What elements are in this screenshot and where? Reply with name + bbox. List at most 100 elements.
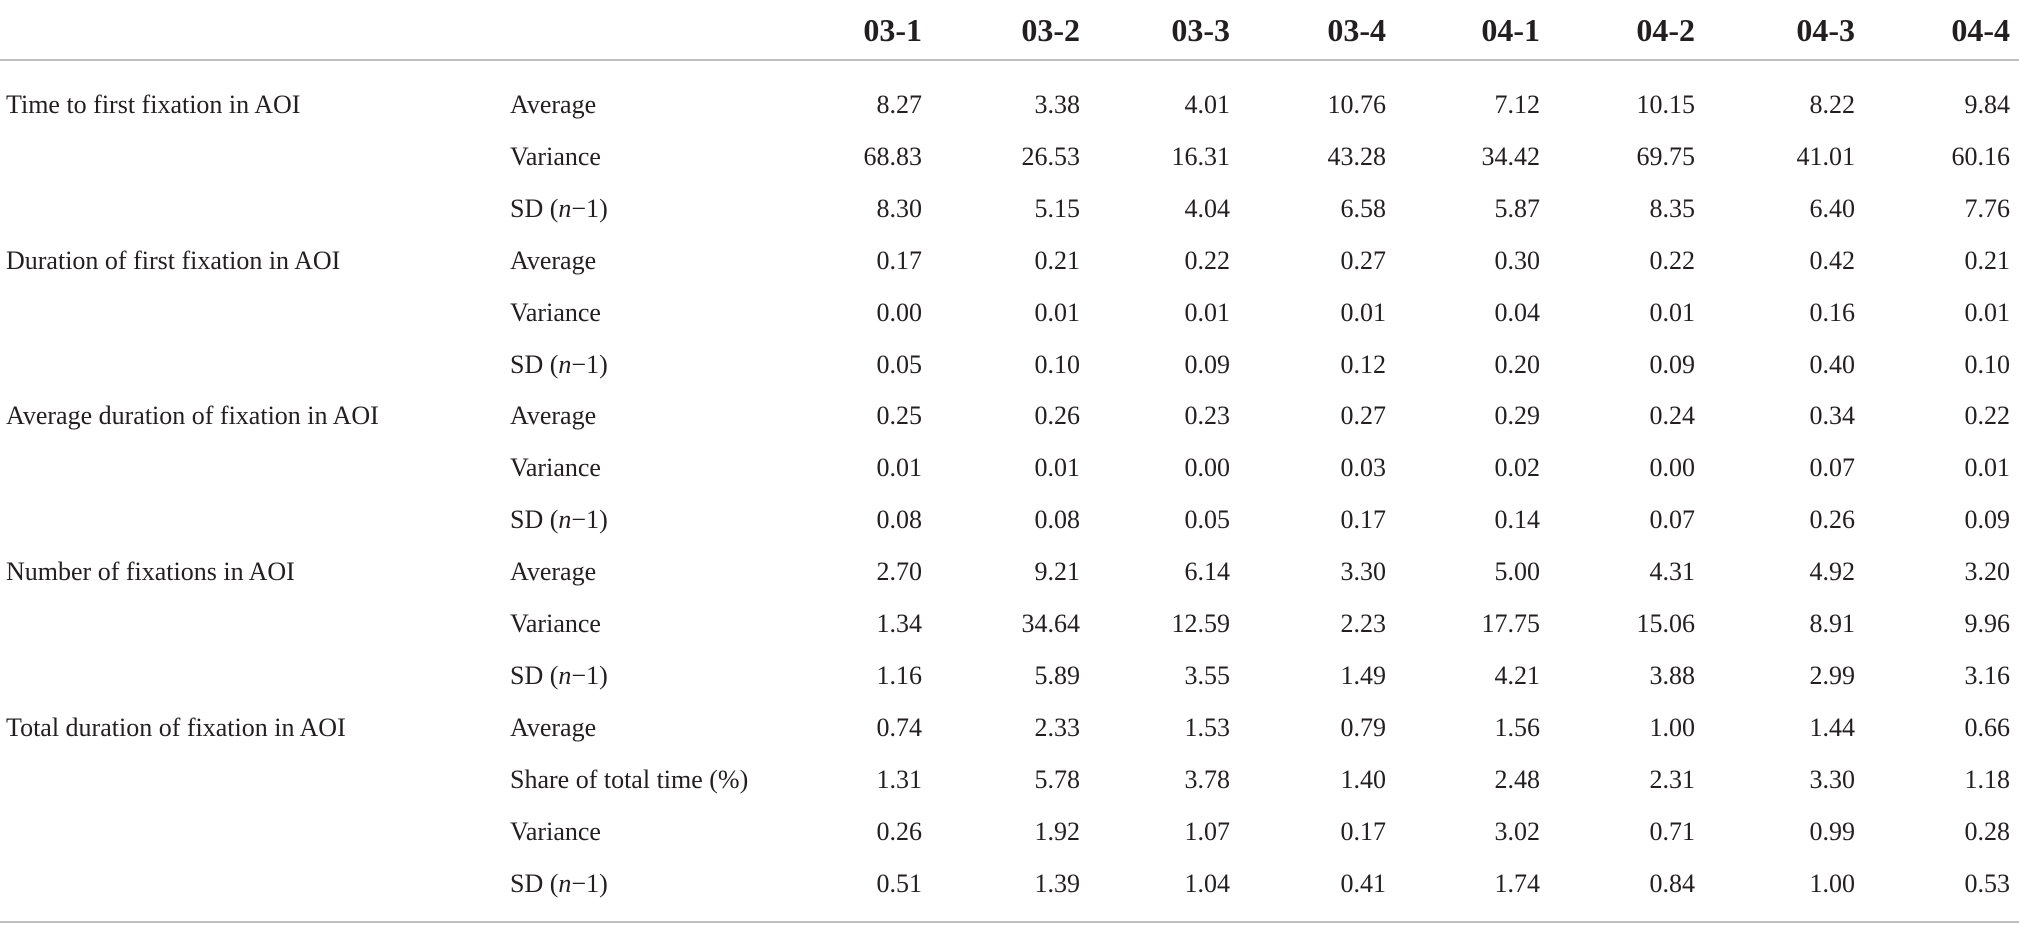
table-cell: 1.49: [1340, 660, 1387, 690]
row-stat-label: Average: [510, 401, 597, 431]
table-cell: 8.27: [876, 90, 923, 119]
table-cell: 1.18: [1964, 764, 2011, 794]
table-cell: 1.16: [876, 660, 923, 690]
table-cell: 0.03: [1340, 453, 1387, 483]
table-cell: 2.48: [1494, 764, 1541, 794]
table-cell: 8.22: [1809, 90, 1856, 119]
row-stat-label: Variance: [510, 141, 601, 171]
table-cell: 3.20: [1964, 557, 2011, 587]
table-cell: 0.20: [1494, 349, 1541, 379]
table-cell: 5.78: [1034, 764, 1081, 794]
table-cell: 12.59: [1171, 609, 1231, 638]
table-row: Variance 0.00 0.01 0.01 0.01 0.04 0.01 0.16 0.01: [0, 287, 2019, 339]
table-cell: 0.21: [1964, 245, 2011, 275]
table-cell: 3.30: [1340, 557, 1387, 587]
table-cell: 10.15: [1636, 90, 1696, 119]
row-stat-label: Variance: [510, 453, 601, 483]
table-row: SD (n−1) 0.08 0.08 0.05 0.17 0.14 0.07 0.26 0.09: [0, 494, 2019, 546]
column-header-04-3: 04-3: [1796, 12, 1855, 48]
table-cell: 1.40: [1340, 764, 1387, 794]
table-cell: 0.30: [1494, 245, 1541, 275]
table-cell: 4.31: [1649, 557, 1696, 587]
table-cell: 1.31: [876, 764, 923, 794]
table-cell: 3.16: [1964, 660, 2011, 690]
table-cell: 7.76: [1964, 193, 2011, 223]
table-cell: 5.00: [1494, 557, 1541, 587]
row-stat-label: Average: [510, 90, 597, 119]
table-cell: 1.39: [1034, 868, 1081, 898]
table-cell: 4.21: [1494, 660, 1541, 690]
table-cell: 3.38: [1034, 90, 1081, 119]
table-cell: 0.74: [876, 712, 923, 742]
table-cell: 10.76: [1327, 90, 1387, 119]
table-cell: 0.22: [1964, 401, 2011, 431]
header-rule: [0, 59, 2019, 61]
table-cell: 0.07: [1809, 453, 1856, 483]
table-cell: 0.21: [1034, 245, 1081, 275]
table-cell: 8.30: [876, 193, 923, 223]
table-cell: 2.31: [1649, 764, 1696, 794]
row-metric-label: Duration of first fixation in AOI: [6, 245, 341, 275]
table-cell: 0.01: [876, 453, 923, 483]
bottom-rule: [0, 921, 2019, 923]
table-row: Variance 0.26 1.92 1.07 0.17 3.02 0.71 0.99 0.28: [0, 806, 2019, 858]
table-cell: 1.92: [1034, 816, 1081, 846]
table-cell: 0.42: [1809, 245, 1856, 275]
table-cell: 0.51: [876, 868, 923, 898]
table-cell: 1.74: [1494, 868, 1541, 898]
table-row: SD (n−1) 0.51 1.39 1.04 0.41 1.74 0.84 1.00 0.53: [0, 858, 2019, 910]
table-cell: 6.14: [1184, 557, 1231, 587]
table-cell: 1.44: [1809, 712, 1856, 742]
table-cell: 16.31: [1171, 141, 1231, 171]
table-cell: 2.70: [876, 557, 923, 587]
table-cell: 0.22: [1184, 245, 1231, 275]
table-cell: 15.06: [1636, 609, 1696, 638]
table-cell: 9.96: [1964, 609, 2011, 638]
row-stat-label: Variance: [510, 297, 601, 327]
table-cell: 6.58: [1340, 193, 1387, 223]
table-cell: 5.15: [1034, 193, 1081, 223]
table-cell: 0.79: [1340, 712, 1387, 742]
table-cell: 60.16: [1951, 141, 2011, 171]
row-stat-label: Share of total time (%): [510, 764, 749, 794]
column-header-03-2: 03-2: [1021, 12, 1080, 48]
table-cell: 2.23: [1340, 609, 1387, 638]
table-cell: 1.04: [1184, 868, 1231, 898]
table-cell: 0.02: [1494, 453, 1541, 483]
table-cell: 0.01: [1649, 297, 1696, 327]
table-cell: 0.00: [1649, 453, 1696, 483]
table-cell: 34.42: [1481, 141, 1541, 171]
table-cell: 0.22: [1649, 245, 1696, 275]
table-cell: 0.41: [1340, 868, 1387, 898]
table-cell: 2.99: [1809, 660, 1856, 690]
table-cell: 0.17: [876, 245, 923, 275]
table-cell: 0.26: [1034, 401, 1081, 431]
table-cell: 0.05: [1184, 505, 1231, 535]
table-cell: 0.71: [1649, 816, 1696, 846]
table-cell: 69.75: [1636, 141, 1696, 171]
table-cell: 0.53: [1964, 868, 2011, 898]
table-row: Duration of first fixation in AOI Average…: [0, 235, 2019, 287]
column-header-03-1: 03-1: [863, 12, 922, 48]
table-cell: 0.00: [876, 297, 923, 327]
table-row: Number of fixations in AOI Average 2.70 9.2…: [0, 546, 2019, 598]
table-row: Time to first fixation in AOI Average 8.27…: [0, 79, 2019, 131]
table-cell: 26.53: [1021, 141, 1081, 171]
table-cell: 0.08: [876, 505, 923, 535]
table-cell: 0.29: [1494, 401, 1541, 431]
table-cell: 0.17: [1340, 816, 1387, 846]
table-cell: 3.30: [1809, 764, 1856, 794]
row-metric-label: Number of fixations in AOI: [6, 557, 295, 587]
row-stat-label: SD (n−1): [510, 868, 608, 898]
table-cell: 0.01: [1964, 297, 2011, 327]
table-cell: 2.33: [1034, 712, 1081, 742]
table-cell: 0.08: [1034, 505, 1081, 535]
row-metric-label: Time to first fixation in AOI: [6, 90, 301, 119]
table-cell: 0.09: [1649, 349, 1696, 379]
table-cell: 1.07: [1184, 816, 1231, 846]
table-cell: 0.99: [1809, 816, 1856, 846]
table-cell: 0.66: [1964, 712, 2011, 742]
table-row: Variance 0.01 0.01 0.00 0.03 0.02 0.00 0.07 0.01: [0, 442, 2019, 494]
column-header-04-1: 04-1: [1481, 12, 1540, 48]
table-cell: 0.07: [1649, 505, 1696, 535]
